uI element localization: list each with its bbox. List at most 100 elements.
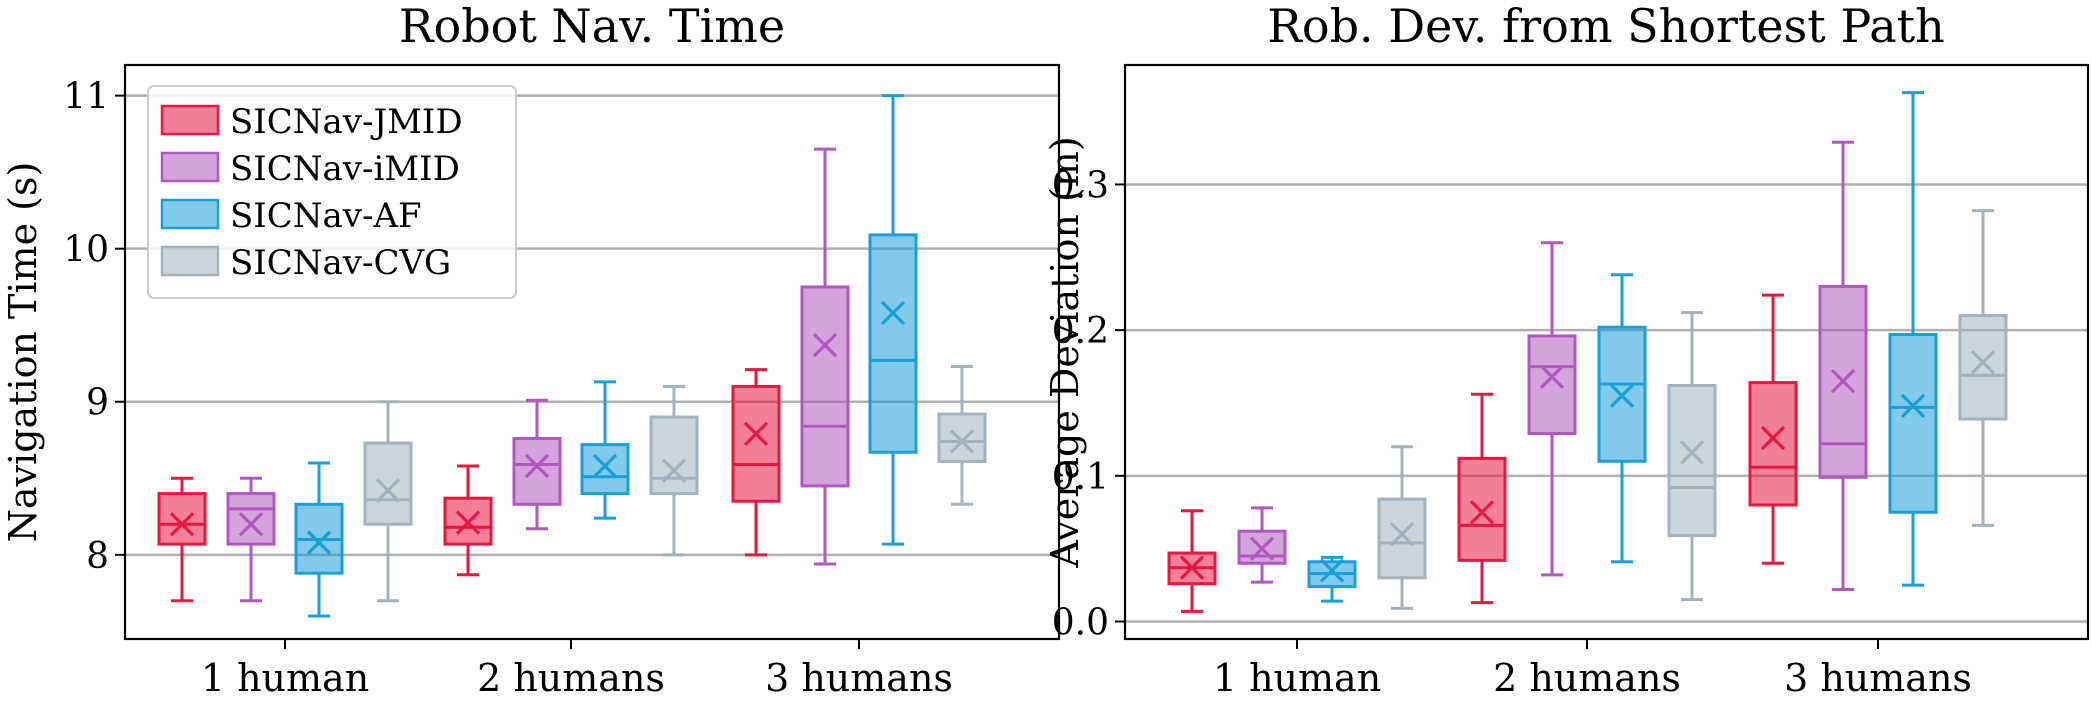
box-iqr xyxy=(868,233,918,454)
y-tick-label: 11 xyxy=(63,77,109,118)
box-iqr xyxy=(512,436,562,506)
box-sicnav-af-2-humans xyxy=(1597,273,1647,564)
panel-nav-time: 8 9 10 11 1 human 2 humans 3 humans Robot Nav… xyxy=(1,0,1061,700)
mean-marker xyxy=(1760,425,1786,451)
box-sicnav-imid-2-humans xyxy=(1527,241,1577,577)
box-sicnav-cvg-2-humans xyxy=(1667,311,1717,602)
x-tick-label-2-humans: 2 humans xyxy=(477,656,665,700)
box-iqr xyxy=(226,492,276,546)
mean-marker xyxy=(375,478,401,503)
mean-marker xyxy=(949,429,975,454)
box-sicnav-imid-3-humans xyxy=(1818,140,1868,591)
mean-marker xyxy=(812,332,838,358)
chart-title: Robot Nav. Time xyxy=(399,0,785,53)
mean-marker xyxy=(524,453,550,479)
box-iqr xyxy=(1958,314,2008,421)
box-iqr xyxy=(731,384,781,503)
mean-marker xyxy=(1970,350,1996,375)
box-iqr xyxy=(580,443,630,496)
box-iqr xyxy=(1888,333,1938,514)
box-iqr xyxy=(1748,381,1798,507)
box-sicnav-cvg-2-humans xyxy=(649,384,699,557)
legend: SICNav-JMID SICNav-iMID SICNav-AF SICNav-CV… xyxy=(147,85,517,299)
box-iqr xyxy=(1377,497,1427,580)
box-sicnav-af-3-humans xyxy=(1888,91,1938,587)
mean-marker xyxy=(1900,393,1926,419)
mean-marker xyxy=(169,512,195,537)
x-axis-ticks: 1 human 2 humans 3 humans xyxy=(201,639,953,700)
box-sicnav-imid-3-humans xyxy=(800,147,850,566)
mean-marker xyxy=(1469,500,1495,525)
box-iqr xyxy=(937,412,987,463)
box-sicnav-cvg-1-human xyxy=(363,400,413,603)
x-axis-ticks: 1 human 2 humans 3 humans xyxy=(1213,639,1972,700)
box-iqr xyxy=(1457,456,1507,562)
box-sicnav-af-1-human xyxy=(294,461,344,618)
legend-label-sicnav-imid: SICNav-iMID xyxy=(230,149,460,189)
chart-title: Rob. Dev. from Shortest Path xyxy=(1267,0,1945,53)
plot-frame xyxy=(1123,63,2090,641)
y-tick-label: 9 xyxy=(86,383,109,424)
legend-swatch-sicnav-af xyxy=(160,198,220,230)
y-tick-label: 0.1 xyxy=(1052,457,1109,498)
legend-label-sicnav-jmid: SICNav-JMID xyxy=(230,102,463,142)
box-plots xyxy=(157,94,987,618)
mean-marker xyxy=(1830,369,1856,394)
box-sicnav-jmid-1-human xyxy=(157,476,207,603)
plot-frame xyxy=(123,63,1061,641)
box-sicnav-cvg-1-human xyxy=(1377,445,1427,610)
x-tick-label-3-humans: 3 humans xyxy=(1784,656,1972,700)
mean-marker xyxy=(743,421,769,447)
mean-marker xyxy=(238,512,264,537)
legend-frame xyxy=(147,85,517,299)
mean-marker xyxy=(880,300,906,326)
x-tick-label-1-human: 1 human xyxy=(201,656,369,700)
legend-swatch-sicnav-jmid xyxy=(160,104,220,136)
box-iqr xyxy=(1527,334,1577,436)
x-tick-label-3-humans: 3 humans xyxy=(765,656,953,700)
box-plots xyxy=(1167,91,2008,613)
mean-marker xyxy=(1179,555,1205,580)
x-tick-label-2-humans: 2 humans xyxy=(1493,656,1681,700)
box-iqr xyxy=(1667,384,1717,538)
box-sicnav-imid-2-humans xyxy=(512,398,562,531)
y-axis-ticks: 0.0 0.1 0.2 0.3 xyxy=(1052,165,1125,644)
mean-marker xyxy=(661,458,687,483)
box-iqr xyxy=(363,441,413,526)
legend-swatch-sicnav-cvg xyxy=(160,245,220,277)
mean-marker xyxy=(1319,558,1345,583)
box-iqr xyxy=(800,285,850,488)
box-sicnav-jmid-1-human xyxy=(1167,509,1217,613)
box-sicnav-af-2-humans xyxy=(580,380,630,520)
box-sicnav-jmid-2-humans xyxy=(443,464,493,577)
mean-marker xyxy=(1389,521,1415,547)
box-sicnav-af-1-human xyxy=(1307,555,1357,603)
legend-swatch-sicnav-imid xyxy=(160,151,220,183)
mean-marker xyxy=(455,510,481,535)
y-axis-label: Average Deviation (m) xyxy=(1043,136,1087,568)
y-tick-label: 10 xyxy=(63,230,109,271)
box-sicnav-af-3-humans xyxy=(868,94,918,546)
y-axis-ticks: 8 9 10 11 xyxy=(63,77,125,577)
box-sicnav-cvg-3-humans xyxy=(937,365,987,506)
y-tick-label: 0.2 xyxy=(1052,311,1109,352)
y-tick-label: 0.3 xyxy=(1052,165,1109,206)
y-tick-label: 0.0 xyxy=(1052,603,1109,644)
box-sicnav-cvg-3-humans xyxy=(1958,209,2008,527)
mean-marker xyxy=(1539,364,1565,389)
box-sicnav-imid-1-human xyxy=(1237,506,1287,584)
box-iqr xyxy=(157,492,207,546)
mean-marker xyxy=(1609,383,1635,408)
box-sicnav-imid-1-human xyxy=(226,476,276,603)
mean-marker xyxy=(306,530,332,555)
box-sicnav-jmid-3-humans xyxy=(1748,293,1798,565)
mean-marker xyxy=(1249,536,1275,561)
y-axis-label: Navigation Time (s) xyxy=(1,162,45,543)
box-iqr xyxy=(649,415,699,496)
mean-marker xyxy=(592,453,618,479)
x-tick-label-1-human: 1 human xyxy=(1213,656,1381,700)
legend-label-sicnav-cvg: SICNav-CVG xyxy=(230,243,451,283)
box-sicnav-jmid-3-humans xyxy=(731,368,781,557)
panel-deviation: 0.0 0.1 0.2 0.3 1 human 2 humans 3 humans Rob… xyxy=(1043,0,2090,700)
